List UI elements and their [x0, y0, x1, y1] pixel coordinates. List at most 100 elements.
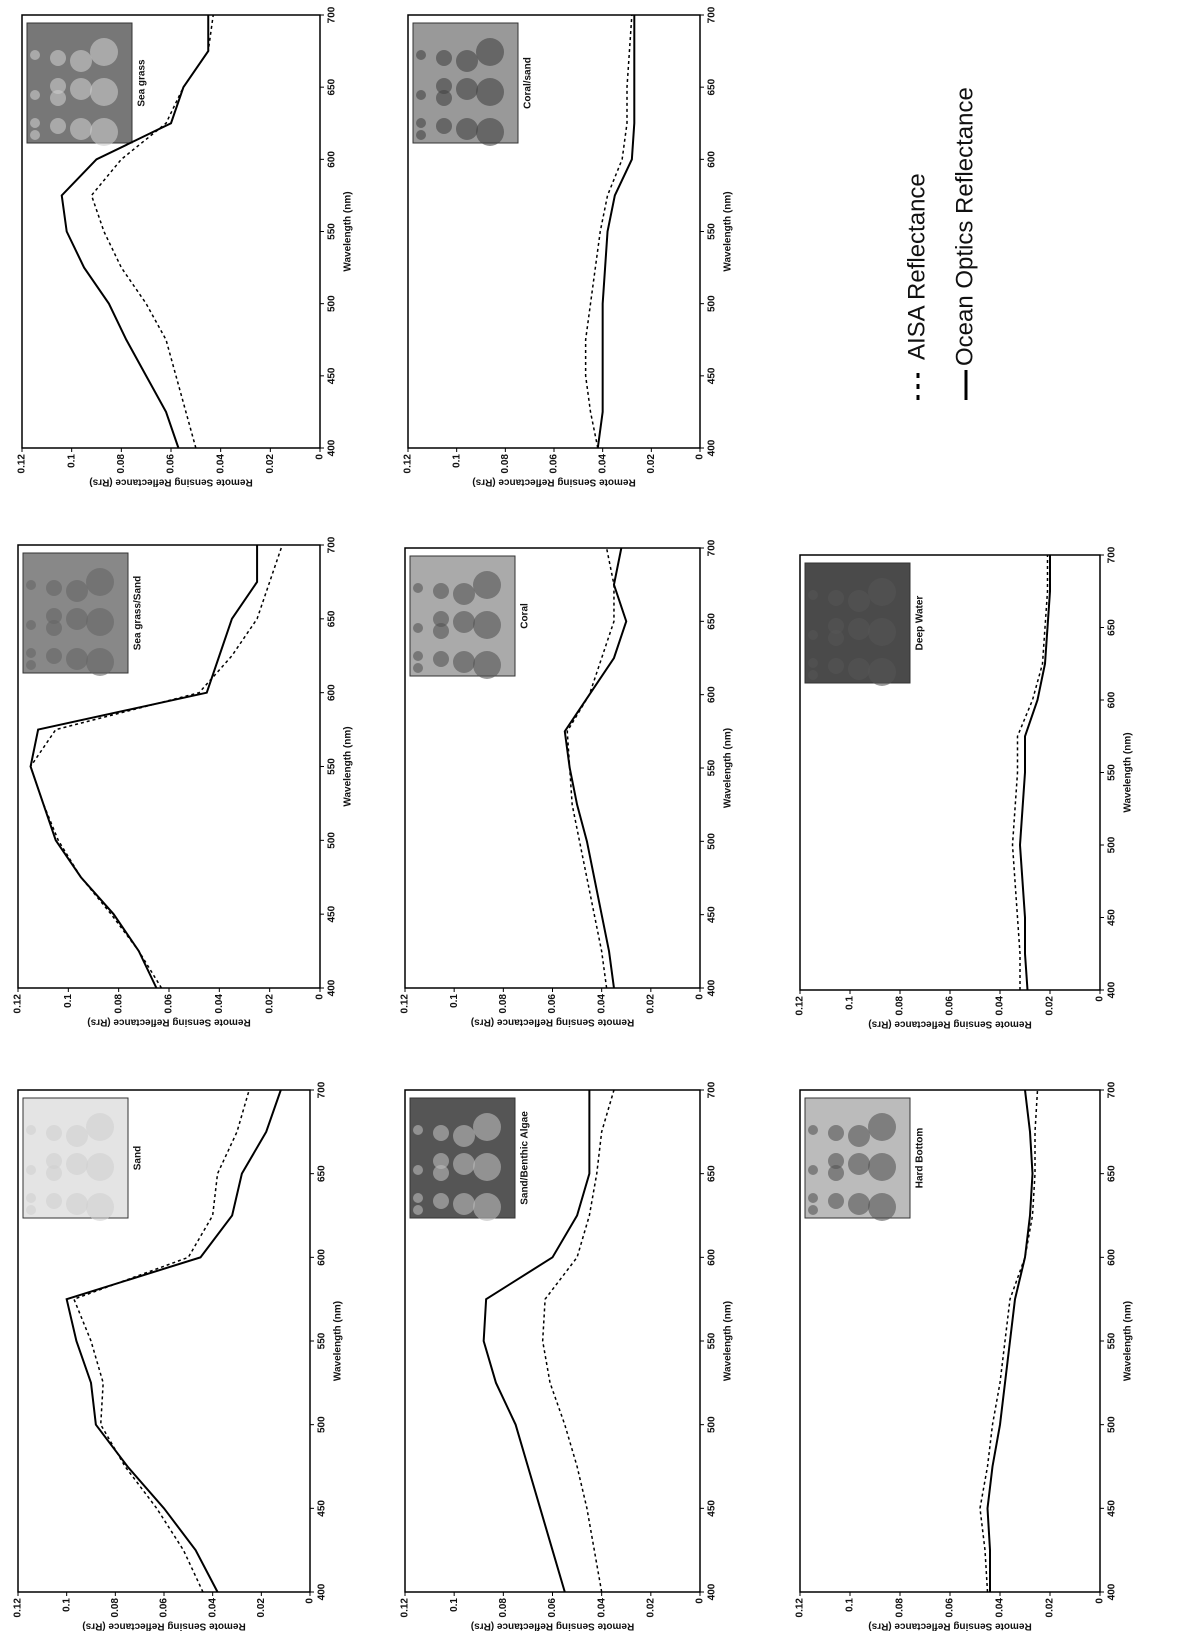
- inset-texture: [26, 1125, 36, 1135]
- x-tick-label: 650: [707, 1165, 718, 1182]
- y-tick-label: 0.04: [596, 1598, 607, 1618]
- x-tick-label: 500: [1107, 1416, 1118, 1433]
- x-tick-label: 450: [327, 367, 338, 384]
- inset-texture: [453, 651, 475, 673]
- inset-texture: [808, 670, 818, 680]
- panel: 40045050055060065070000.020.040.060.080.…: [403, 6, 734, 487]
- x-tick-label: 500: [707, 295, 718, 312]
- inset-texture: [66, 608, 88, 630]
- x-tick-label: 500: [1107, 836, 1118, 853]
- x-tick-label: 450: [707, 1500, 718, 1517]
- y-tick-label: 0.02: [264, 994, 275, 1014]
- legend-label: Ocean Optics Reflectance: [951, 87, 978, 366]
- y-tick-label: 0.08: [116, 454, 127, 474]
- x-axis-title: Wavelength (nm): [1123, 1301, 1134, 1381]
- x-tick-label: 500: [707, 833, 718, 850]
- inset-texture: [433, 611, 449, 627]
- y-tick-label: 0.12: [795, 996, 806, 1016]
- inset-texture: [473, 651, 501, 679]
- x-tick-label: 550: [327, 758, 338, 775]
- y-tick-label: 0.02: [265, 454, 276, 474]
- x-tick-label: 650: [1107, 1165, 1118, 1182]
- y-tick-label: 0.02: [256, 1598, 267, 1618]
- y-tick-label: 0: [315, 994, 326, 1000]
- inset-texture: [66, 580, 88, 602]
- y-axis-title: Remote Sensing Reflectance (Rrs): [87, 1016, 250, 1027]
- series-line: [543, 1090, 614, 1592]
- inset-texture: [868, 658, 896, 686]
- x-tick-label: 550: [1107, 1332, 1118, 1349]
- x-tick-label: 550: [1107, 764, 1118, 781]
- inset-texture: [66, 1125, 88, 1147]
- y-tick-label: 0.06: [945, 996, 956, 1016]
- inset-texture: [30, 90, 40, 100]
- y-tick-label: 0.06: [945, 1598, 956, 1618]
- inset-texture: [50, 118, 66, 134]
- x-tick-label: 700: [1107, 546, 1118, 563]
- series-line: [567, 548, 614, 988]
- figure: AISA Reflectance Ocean Optics Reflectanc…: [0, 0, 1188, 1633]
- x-tick-label: 600: [707, 151, 718, 168]
- legend: AISA Reflectance Ocean Optics Reflectanc…: [903, 87, 978, 400]
- inset-texture: [868, 1153, 896, 1181]
- x-tick-label: 450: [327, 905, 338, 922]
- panel-title: Coral: [520, 603, 531, 629]
- y-axis-title: Remote Sensing Reflectance (Rrs): [89, 476, 252, 487]
- x-tick-label: 550: [327, 223, 338, 240]
- x-tick-label: 700: [327, 6, 338, 23]
- x-tick-label: 400: [1107, 1583, 1118, 1600]
- inset-texture: [473, 1193, 501, 1221]
- x-tick-label: 700: [1107, 1081, 1118, 1098]
- inset-texture: [413, 1165, 423, 1175]
- panel-title: Hard Bottom: [915, 1128, 926, 1189]
- x-axis-title: Wavelength (nm): [343, 726, 354, 806]
- y-tick-label: 0.04: [995, 1598, 1006, 1618]
- y-tick-label: 0.1: [449, 994, 460, 1008]
- inset-texture: [90, 118, 118, 146]
- inset-texture: [413, 583, 423, 593]
- x-tick-label: 650: [317, 1165, 328, 1182]
- inset-texture: [808, 1205, 818, 1215]
- inset-texture: [46, 1153, 62, 1169]
- y-tick-label: 0.04: [995, 996, 1006, 1016]
- y-tick-label: 0.04: [596, 994, 607, 1014]
- inset-texture: [46, 608, 62, 624]
- x-tick-label: 650: [327, 78, 338, 95]
- x-tick-label: 500: [707, 1416, 718, 1433]
- inset-texture: [413, 1205, 423, 1215]
- inset-texture: [26, 1193, 36, 1203]
- panel: 40045050055060065070000.020.040.060.080.…: [17, 6, 354, 487]
- inset-texture: [413, 1125, 423, 1135]
- inset-texture: [90, 78, 118, 106]
- x-tick-label: 650: [707, 613, 718, 630]
- inset-texture: [473, 1113, 501, 1141]
- inset-texture: [26, 660, 36, 670]
- x-tick-label: 600: [317, 1249, 328, 1266]
- x-tick-label: 450: [317, 1500, 328, 1517]
- y-tick-label: 0.02: [646, 454, 657, 474]
- inset-texture: [66, 1193, 88, 1215]
- inset-texture: [46, 1193, 62, 1209]
- inset-texture: [808, 1165, 818, 1175]
- inset-texture: [456, 78, 478, 100]
- x-tick-label: 700: [707, 1081, 718, 1098]
- inset-texture: [453, 583, 475, 605]
- inset-texture: [416, 130, 426, 140]
- y-tick-label: 0.04: [214, 994, 225, 1014]
- y-tick-label: 0.04: [215, 454, 226, 474]
- inset-texture: [456, 118, 478, 140]
- panel-title: Sea grass/Sand: [133, 576, 144, 650]
- x-tick-label: 400: [327, 979, 338, 996]
- inset-texture: [433, 1153, 449, 1169]
- inset-texture: [70, 118, 92, 140]
- legend-label: AISA Reflectance: [903, 173, 930, 360]
- x-tick-label: 650: [707, 78, 718, 95]
- inset-texture: [86, 1113, 114, 1141]
- x-tick-label: 600: [707, 686, 718, 703]
- y-axis-title: Remote Sensing Reflectance (Rrs): [82, 1620, 245, 1631]
- inset-texture: [453, 611, 475, 633]
- x-tick-label: 550: [707, 759, 718, 776]
- legend-item: AISA Reflectance: [903, 173, 930, 400]
- y-tick-label: 0.12: [403, 454, 414, 474]
- y-tick-label: 0: [695, 994, 706, 1000]
